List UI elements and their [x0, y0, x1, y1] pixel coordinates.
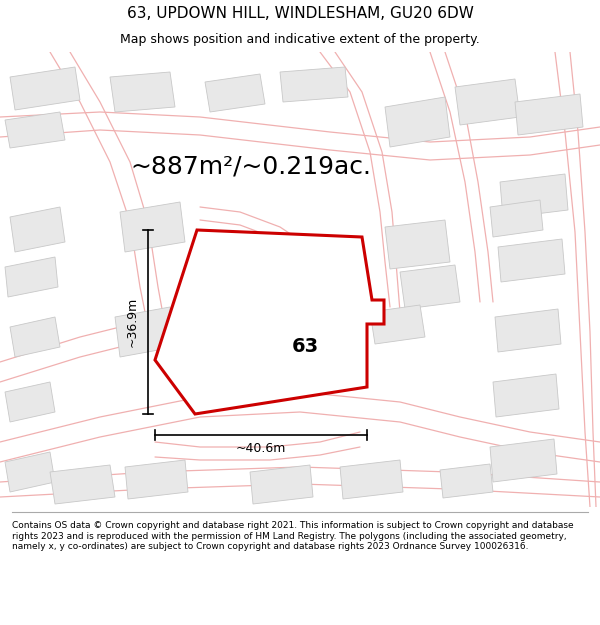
Text: ~40.6m: ~40.6m — [236, 441, 286, 454]
Text: Contains OS data © Crown copyright and database right 2021. This information is : Contains OS data © Crown copyright and d… — [12, 521, 574, 551]
Polygon shape — [110, 72, 175, 112]
Polygon shape — [500, 174, 568, 218]
Polygon shape — [10, 317, 60, 357]
Polygon shape — [385, 220, 450, 269]
Polygon shape — [50, 465, 115, 504]
Text: Map shows position and indicative extent of the property.: Map shows position and indicative extent… — [120, 32, 480, 46]
Polygon shape — [490, 439, 557, 482]
Polygon shape — [230, 247, 318, 307]
Polygon shape — [498, 239, 565, 282]
Polygon shape — [155, 230, 384, 414]
Text: 63: 63 — [292, 338, 319, 356]
Polygon shape — [125, 460, 188, 499]
Polygon shape — [230, 337, 275, 377]
Text: ~887m²/~0.219ac.: ~887m²/~0.219ac. — [130, 155, 371, 179]
Polygon shape — [340, 460, 403, 499]
Polygon shape — [5, 257, 58, 297]
Polygon shape — [495, 309, 561, 352]
Polygon shape — [205, 74, 265, 112]
Polygon shape — [120, 202, 185, 252]
Polygon shape — [400, 265, 460, 309]
Polygon shape — [10, 207, 65, 252]
Polygon shape — [115, 307, 175, 357]
Polygon shape — [280, 67, 348, 102]
Text: 63, UPDOWN HILL, WINDLESHAM, GU20 6DW: 63, UPDOWN HILL, WINDLESHAM, GU20 6DW — [127, 6, 473, 21]
Polygon shape — [385, 97, 450, 147]
Polygon shape — [5, 452, 55, 492]
Polygon shape — [455, 79, 520, 125]
Text: ~36.9m: ~36.9m — [125, 297, 139, 347]
Polygon shape — [490, 200, 543, 237]
Polygon shape — [370, 305, 425, 344]
Polygon shape — [250, 465, 313, 504]
Polygon shape — [5, 112, 65, 148]
Polygon shape — [515, 94, 583, 135]
Polygon shape — [250, 302, 315, 337]
Polygon shape — [10, 67, 80, 110]
Polygon shape — [5, 382, 55, 422]
Polygon shape — [493, 374, 559, 417]
Polygon shape — [440, 464, 493, 498]
